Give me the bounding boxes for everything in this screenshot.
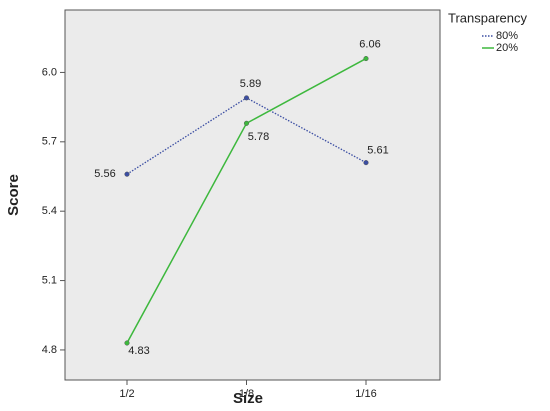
data-point xyxy=(124,340,130,346)
data-label: 5.56 xyxy=(94,168,115,180)
plot-area xyxy=(64,9,441,381)
data-label: 5.89 xyxy=(240,78,261,90)
data-point xyxy=(363,56,369,62)
y-tick-label: 5.1 xyxy=(42,274,57,286)
data-label: 6.06 xyxy=(359,38,380,50)
y-tick-label: 4.8 xyxy=(42,344,57,356)
x-tick-label: 1/2 xyxy=(119,388,134,400)
x-axis-title: Size xyxy=(233,390,263,407)
data-label: 5.61 xyxy=(367,145,388,157)
data-label: 4.83 xyxy=(128,345,149,357)
data-point xyxy=(243,95,250,101)
y-tick-label: 5.4 xyxy=(42,205,57,217)
y-axis-title: Score xyxy=(5,174,22,216)
x-tick-label: 1/8 xyxy=(239,388,254,400)
legend-label: 20% xyxy=(496,42,518,54)
y-tick-label: 6.0 xyxy=(42,66,57,78)
data-point xyxy=(363,160,369,166)
x-tick-label: 1/16 xyxy=(355,388,376,400)
legend-title: Transparency xyxy=(448,10,527,25)
legend-label: 80% xyxy=(496,30,518,42)
data-point xyxy=(124,171,130,177)
y-tick-label: 5.7 xyxy=(42,136,57,148)
data-point xyxy=(243,120,250,126)
data-label: 5.78 xyxy=(248,131,269,143)
